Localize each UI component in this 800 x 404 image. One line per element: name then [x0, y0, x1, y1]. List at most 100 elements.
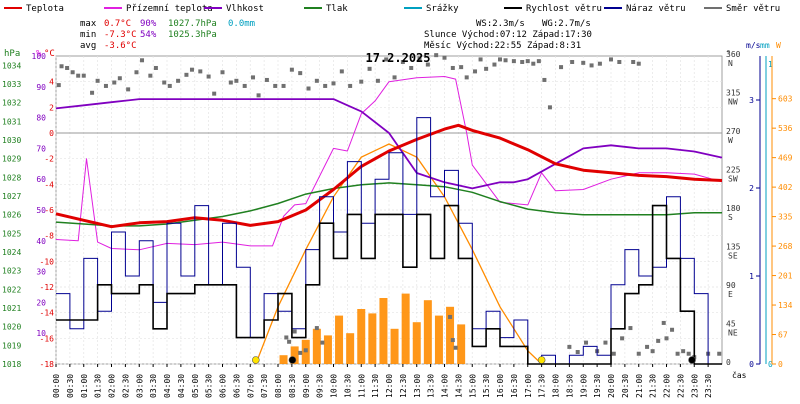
wind-direction-point — [81, 73, 86, 78]
tick-label-direction-name: NW — [728, 98, 738, 107]
wind-direction-point — [425, 62, 430, 67]
wind-direction-point — [450, 65, 455, 70]
axis-label-time: čas — [732, 370, 747, 380]
tick-label-wind: 0 — [749, 360, 754, 369]
wind-direction-point — [314, 78, 319, 83]
tick-label-time: 11:30 — [371, 374, 380, 398]
tick-label-hpa: 1034 — [2, 61, 21, 70]
tick-label-hpa: 1019 — [2, 341, 21, 350]
radiation-bar — [412, 322, 421, 364]
legend-label: Rychlost větru — [526, 4, 602, 14]
tick-label-time: 02:00 — [108, 374, 117, 398]
legend-label: Směr větru — [726, 4, 780, 14]
tick-label-temp: -14 — [40, 309, 55, 318]
wind-direction-point — [453, 345, 458, 350]
tick-label-time: 19:00 — [579, 374, 588, 398]
tick-label-time: 15:30 — [482, 374, 491, 398]
tick-label-direction: 225 — [726, 166, 741, 175]
tick-label-time: 00:00 — [52, 374, 61, 398]
tick-label-time: 13:30 — [427, 374, 436, 398]
tick-label-time: 03:30 — [149, 374, 158, 398]
tick-label-hpa: 1022 — [2, 285, 21, 294]
wind-direction-point — [65, 65, 70, 70]
tick-label-humidity: 10 — [36, 329, 46, 338]
wind-direction-point — [56, 83, 61, 88]
wind-direction-point — [664, 336, 669, 341]
tick-label-radiation: 268 — [778, 242, 793, 251]
radiation-bar — [368, 313, 377, 364]
wind-direction-point — [126, 87, 131, 92]
tick-label-time: 06:00 — [219, 374, 228, 398]
stat-max-label: max — [80, 19, 97, 29]
event-marker — [537, 356, 546, 364]
tick-label-temp: -4 — [44, 180, 54, 189]
tick-label-radiation: 603 — [778, 95, 793, 104]
wind-direction-point — [167, 83, 172, 88]
tick-label-wind: 1 — [749, 272, 754, 281]
wind-direction-point — [492, 62, 497, 67]
tick-label-time: 18:00 — [552, 374, 561, 398]
stat-max-temp: 0.7°C — [104, 19, 131, 29]
tick-label-direction-name: NE — [728, 329, 738, 338]
tick-label-time: 10:00 — [330, 374, 339, 398]
radiation-bar — [312, 328, 321, 364]
wind-direction-point — [570, 59, 575, 64]
wind-direction-point — [323, 83, 328, 88]
series-line-teplota — [55, 123, 723, 229]
tick-label-hpa: 1033 — [2, 80, 21, 89]
stat-min-temp: -7.3°C — [104, 30, 137, 40]
tick-label-time: 15:00 — [468, 374, 477, 398]
wind-direction-point — [303, 348, 308, 353]
wind-direction-point — [442, 55, 447, 60]
wind-direction-point — [670, 327, 675, 332]
axis-label-radiation: W — [776, 41, 781, 50]
tick-label-temp: -8 — [44, 232, 54, 241]
tick-label-humidity: 40 — [36, 237, 46, 246]
tick-label-time: 20:00 — [607, 374, 616, 398]
tick-label-time: 01:30 — [94, 374, 103, 398]
stats-panel: max 0.7°C 90% 1027.7hPa 0.0mm min -7.3°C… — [80, 19, 592, 51]
wind-direction-point — [162, 80, 167, 85]
tick-label-time: 00:30 — [66, 374, 75, 398]
legend-label: Srážky — [426, 4, 459, 14]
wind-direction-point — [536, 59, 541, 64]
stat-avg-temp: -3.6°C — [104, 41, 137, 51]
tick-label-temp: -16 — [40, 334, 55, 343]
wind-direction-point — [400, 59, 405, 64]
tick-label-direction: 180 — [726, 204, 741, 213]
radiation-bar — [457, 324, 466, 364]
tick-label-rain: 0 — [768, 360, 773, 369]
tick-label-hpa: 1029 — [2, 155, 21, 164]
wind-direction-point — [473, 69, 478, 74]
wind-direction-point — [367, 66, 372, 71]
tick-label-time: 02:30 — [121, 374, 130, 398]
tick-label-time: 14:00 — [441, 374, 450, 398]
plot-area — [55, 53, 723, 365]
stat-max-press: 1027.7hPa — [168, 19, 217, 29]
wind-direction-point — [417, 56, 422, 61]
tick-label-time: 19:30 — [593, 374, 602, 398]
wind-direction-point — [251, 75, 256, 80]
tick-label-humidity: 30 — [36, 268, 46, 277]
axis-label-humidity: % — [36, 49, 42, 59]
wind-direction-point — [681, 349, 686, 354]
tick-label-direction-name: W — [728, 136, 733, 145]
tick-label-temp: -18 — [40, 360, 55, 369]
wind-direction-point — [348, 83, 353, 88]
radiation-theoretical-line — [255, 143, 543, 365]
wind-direction-point — [559, 65, 564, 70]
wind-direction-point — [314, 326, 319, 331]
wind-direction-point — [264, 77, 269, 82]
tick-label-time: 01:00 — [80, 374, 89, 398]
wind-direction-point — [609, 57, 613, 62]
wind-direction-point — [331, 81, 336, 86]
wind-direction-point — [567, 344, 572, 349]
wind-direction-point — [176, 78, 181, 83]
tick-label-time: 06:30 — [232, 374, 241, 398]
tick-label-humidity: 80 — [36, 114, 46, 123]
tick-label-direction-name: S — [728, 213, 733, 222]
tick-label-direction-name: SW — [728, 175, 738, 184]
series-line-rychlost-v-tru — [56, 204, 722, 365]
tick-label-time: 07:30 — [260, 374, 269, 398]
stat-avg-label: avg — [80, 41, 96, 51]
